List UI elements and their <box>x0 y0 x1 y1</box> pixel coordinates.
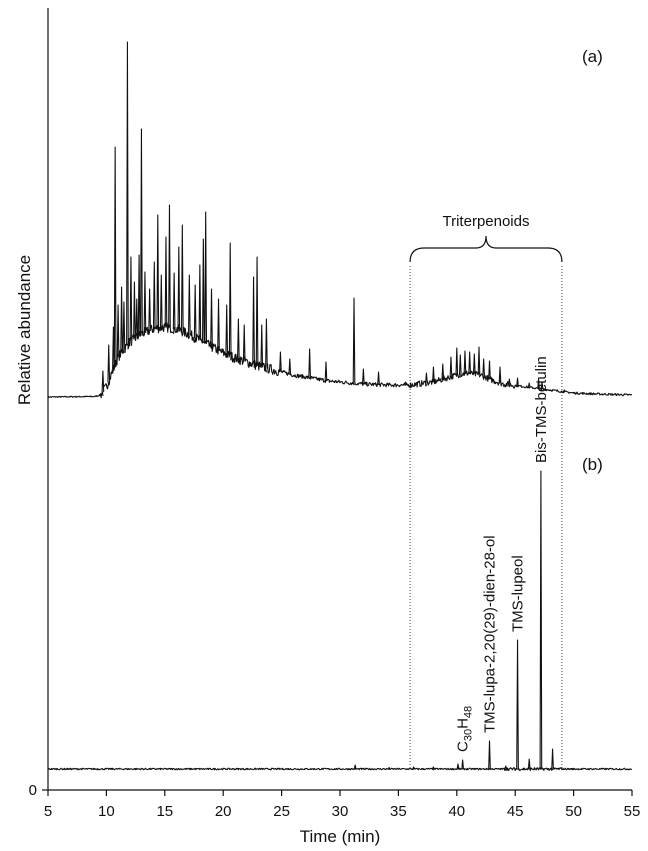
x-tick-label: 10 <box>98 803 115 820</box>
panel-label-b: (b) <box>582 455 603 474</box>
triterpenoid-region: Triterpenoids <box>409 213 563 770</box>
x-tick-label: 35 <box>390 803 407 820</box>
series-b-annotations: C30H48 TMS-lupa-2,20(29)-dien-28-ol TMS-… <box>455 356 550 752</box>
annotation-tms-lupadienol: TMS-lupa-2,20(29)-dien-28-ol <box>482 535 499 733</box>
series-a-trace <box>47 41 633 399</box>
x-tick-label: 50 <box>565 803 582 820</box>
region-label: Triterpenoids <box>443 213 530 230</box>
region-brace <box>409 235 563 263</box>
panel-label-a: (a) <box>582 47 603 66</box>
x-tick-label: 30 <box>332 803 349 820</box>
annotation-tms-lupeol: TMS-lupeol <box>510 555 527 632</box>
x-tick-label: 15 <box>156 803 173 820</box>
series-b-trace <box>47 470 633 772</box>
y-tick-label-zero: 0 <box>29 782 37 799</box>
x-tick-label: 25 <box>273 803 290 820</box>
x-axis-title: Time (min) <box>300 827 381 846</box>
x-tick-label: 45 <box>507 803 524 820</box>
x-tick-label: 5 <box>44 803 52 820</box>
annotation-bis-tms-betulin: Bis-TMS-betulin <box>533 356 550 463</box>
y-axis-title: Relative abundance <box>15 255 34 405</box>
annotation-c30h48: C30H48 <box>455 706 475 752</box>
x-axis-ticks: 5 10 15 20 25 30 35 40 45 50 55 <box>44 790 641 820</box>
x-tick-label: 55 <box>624 803 641 820</box>
x-tick-label: 20 <box>215 803 232 820</box>
x-tick-label: 40 <box>448 803 465 820</box>
